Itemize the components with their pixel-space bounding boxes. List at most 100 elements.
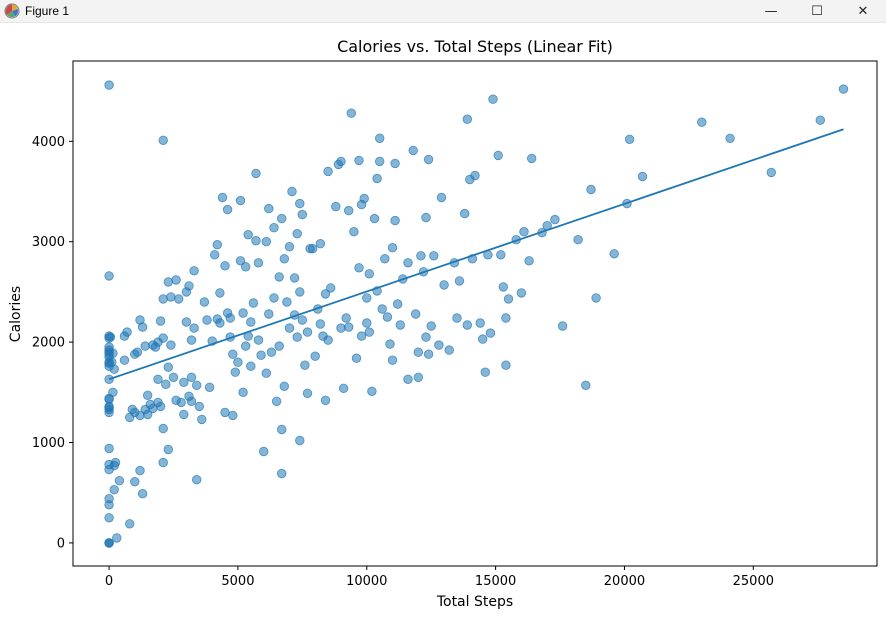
scatter-point [323,335,333,345]
scatter-point [166,292,176,302]
minimize-button[interactable]: — [748,0,794,22]
scatter-point [501,313,511,323]
scatter-point [168,372,179,383]
scatter-point [277,424,287,435]
scatter-point [697,117,707,127]
scatter-point [323,166,333,177]
maximize-icon: ☐ [811,3,823,19]
scatter-point [179,377,189,388]
scatter-point [375,133,385,144]
scatter-point [251,168,261,179]
scatter-point [137,489,148,499]
chart-title: Calories vs. Total Steps (Linear Fit) [337,37,613,56]
scatter-point [336,323,346,333]
scatter-point [186,396,197,407]
scatter-point [364,269,375,279]
scatter-point [475,318,485,328]
scatter-point [385,339,395,349]
scatter-point [478,334,488,344]
scatter-point [341,313,351,323]
scatter-point [444,345,454,355]
minimize-icon: — [764,3,778,19]
y-tick-label: 0 [57,536,65,551]
scatter-point [282,297,292,307]
scatter-point [287,186,297,197]
scatter-point [204,382,215,393]
scatter-point [124,519,135,529]
scatter-point [104,500,114,510]
scatter-point [233,357,243,367]
scatter-point [230,367,241,377]
scatter-point [284,241,295,252]
scatter-point [264,309,274,319]
scatter-point [382,312,393,322]
scatter-point [235,256,246,266]
scatter-point [297,209,308,220]
scatter-point [155,316,166,326]
scatter-point [166,340,176,350]
scatter-point [163,277,174,287]
scatter-point [158,135,168,146]
scatter-point [390,158,400,169]
scatter-point [173,294,184,304]
scatter-point [452,313,462,323]
scatter-point [485,328,496,338]
scatter-point [429,251,439,261]
scatter-point [423,154,434,165]
scatter-point [256,350,266,360]
scatter-point [326,283,336,293]
scatter-point [413,347,424,357]
scatter-point [421,212,431,223]
scatter-point [416,251,426,261]
scatter-point [295,435,305,446]
scatter-point [158,457,168,468]
scatter-point [460,208,470,219]
scatter-point [109,485,119,495]
scatter-point [104,402,114,413]
scatter-point [387,355,398,365]
scatter-point [269,293,279,303]
scatter-point [454,276,465,286]
x-axis-label: Total Steps [436,594,513,610]
scatter-point [246,317,256,327]
scatter-point [344,205,354,216]
scatter-point [838,84,849,94]
scatter-point [248,298,259,308]
scatter-point [356,331,367,341]
scatter-point [104,513,114,523]
maximize-button[interactable]: ☐ [794,0,840,22]
scatter-point [158,333,168,343]
scatter-point [108,387,118,398]
scatter-point [240,341,251,351]
scatter-point [135,465,145,476]
scatter-point [209,250,220,260]
scatter-point [372,173,382,184]
scatter-point [225,313,235,323]
scatter-point [480,367,491,377]
scatter-point [191,380,202,391]
scatter-point [411,309,421,319]
x-tick-label: 20000 [604,574,645,589]
scatter-point [142,409,153,420]
close-button[interactable]: ✕ [840,0,886,22]
scatter-point [462,114,473,124]
x-tick-label: 5000 [221,574,254,589]
data-points [104,80,849,548]
scatter-point [408,145,418,156]
scatter-point [130,477,140,487]
scatter-point [349,226,359,237]
scatter-point [119,355,130,365]
scatter-point [609,249,619,259]
y-tick-label: 1000 [32,436,65,451]
scatter-point [220,261,230,271]
scatter-point [186,335,197,345]
y-axis-label: Calories [8,286,24,342]
scatter-point [338,383,349,394]
scatter-point [158,294,168,304]
scatter-point [591,293,601,303]
scatter-point [284,323,295,333]
fit-line-group [108,128,844,381]
scatter-point [222,204,233,215]
scatter-point [362,318,372,328]
scatter-point [297,315,308,325]
